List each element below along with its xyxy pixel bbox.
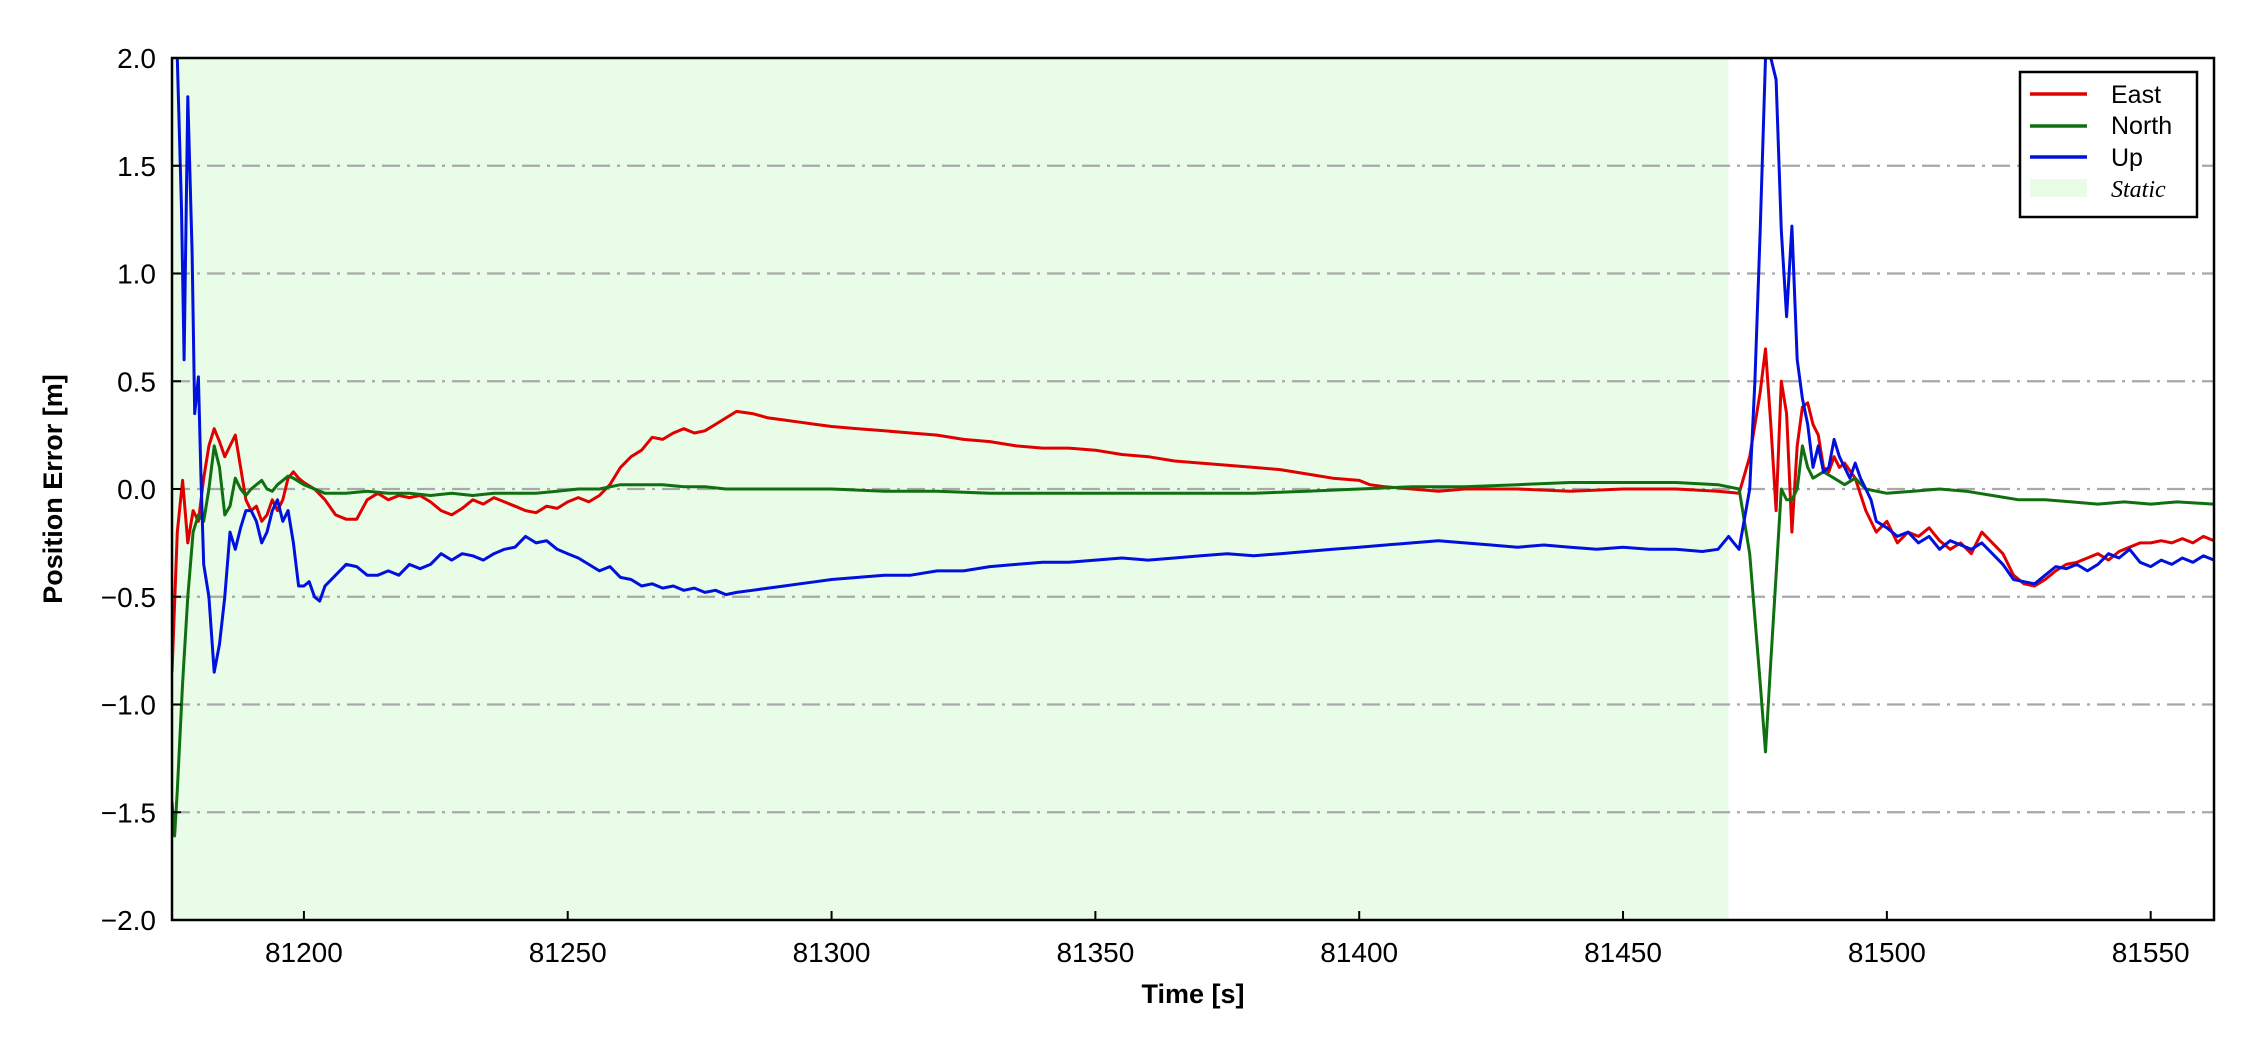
x-tick-label: 81550 [2112, 937, 2190, 968]
y-tick-label: −1.5 [101, 797, 156, 828]
legend-label-east: East [2111, 81, 2161, 109]
x-tick-label: 81250 [529, 937, 607, 968]
series-line-north [172, 444, 2214, 838]
legend: East North Up Static [2018, 70, 2199, 219]
legend-label-north: North [2111, 112, 2172, 140]
y-axis-title: Position Error [m] [38, 374, 68, 604]
y-tick-label: −1.0 [101, 690, 156, 721]
x-tick-label: 81400 [1320, 937, 1398, 968]
grid-layer [172, 164, 2214, 814]
y-tick-label: −2.0 [101, 905, 156, 936]
y-tick-label: 2.0 [117, 43, 156, 74]
y-tick-label: 0.5 [117, 366, 156, 397]
x-tick-label: 81300 [793, 937, 871, 968]
y-tick-label: −0.5 [101, 582, 156, 613]
x-tick-label: 81350 [1056, 937, 1134, 968]
y-tick-label: 1.5 [117, 151, 156, 182]
series-line-up [175, 58, 2214, 674]
legend-label-static: Static [2111, 177, 2166, 203]
x-tick-label: 81500 [1848, 937, 1926, 968]
legend-swatch-static [2030, 179, 2087, 197]
series-layer [172, 58, 2214, 838]
y-tick-label: 0.0 [117, 474, 156, 505]
y-tick-label: 1.0 [117, 259, 156, 290]
tick-layer: 81200 81250 81300 81350 81400 81450 81500 81550… [101, 43, 2190, 968]
legend-label-up: Up [2111, 144, 2143, 172]
x-tick-label: 81200 [265, 937, 343, 968]
x-tick-label: 81450 [1584, 937, 1662, 968]
x-axis-title: Time [s] [1141, 979, 1244, 1009]
